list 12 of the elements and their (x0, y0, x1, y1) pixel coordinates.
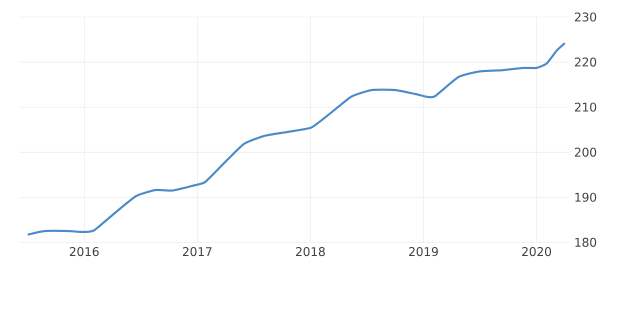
y-tick-label: 190 (575, 192, 596, 202)
x-tick-label: 2019 (409, 247, 438, 256)
line-series (26, 42, 566, 236)
x-tick-label: 2016 (70, 247, 99, 256)
y-tick-label: 210 (574, 102, 596, 112)
y-tick-label: 230 (574, 12, 596, 22)
y-tick-label: 200 (574, 148, 596, 157)
x-tick-label: 2018 (296, 247, 325, 256)
x-tick-label: 2020 (522, 247, 552, 256)
x-tick-label: 2017 (182, 247, 212, 256)
y-tick-label: 220 (574, 58, 596, 67)
y-tick-label: 180 (575, 238, 596, 247)
